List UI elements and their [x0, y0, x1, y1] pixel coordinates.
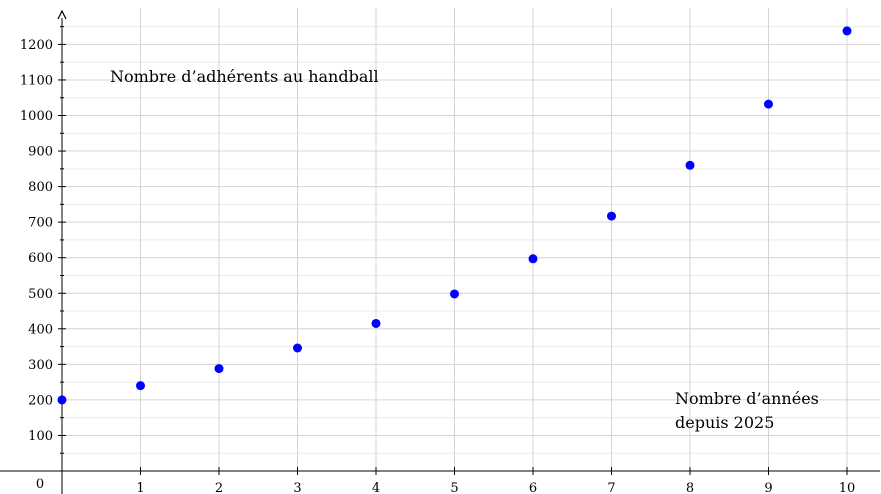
- data-point: [685, 160, 695, 170]
- y-tick-label: 300: [28, 358, 53, 373]
- origin-label: 0: [36, 477, 44, 492]
- minor-gridlines: [62, 26, 880, 454]
- data-point: [371, 318, 381, 328]
- data-point: [293, 343, 302, 353]
- data-point: [57, 395, 67, 405]
- y-tick-label: 800: [28, 180, 53, 195]
- x-tick-label: 7: [607, 481, 615, 494]
- annotation-line: Nombre d’années: [675, 389, 819, 408]
- data-point: [842, 26, 852, 36]
- data-point: [136, 381, 145, 391]
- y-tick-label: 1100: [20, 73, 53, 88]
- x-tick-label: 8: [686, 481, 694, 494]
- annotations: Nombre d’adhérents au handball Nombre d’a…: [110, 67, 819, 432]
- y-tick-label: 900: [28, 145, 53, 160]
- y-tick-label: 1000: [20, 109, 53, 124]
- tick-labels: 1002003004005006007008009001000110012001…: [20, 38, 855, 494]
- x-tick-label: 6: [529, 481, 537, 494]
- x-tick-label: 1: [136, 481, 144, 494]
- x-tick-label: 5: [450, 481, 458, 494]
- y-axis-annotation: Nombre d’adhérents au handball: [110, 67, 379, 86]
- x-tick-label: 10: [839, 481, 856, 494]
- y-tick-label: 500: [28, 287, 53, 302]
- annotation-line: depuis 2025: [675, 413, 774, 432]
- x-tick-label: 9: [764, 481, 772, 494]
- data-point: [528, 254, 538, 264]
- x-tick-label: 2: [215, 481, 223, 494]
- data-point: [214, 364, 224, 374]
- x-tick-label: 3: [293, 481, 301, 494]
- y-tick-label: 1200: [20, 38, 53, 53]
- y-tick-label: 600: [28, 251, 53, 266]
- y-axis-arrow-icon: [57, 9, 67, 20]
- x-tick-label: 4: [372, 481, 380, 494]
- annotation-line: Nombre d’adhérents au handball: [110, 67, 379, 86]
- y-tick-label: 100: [28, 429, 53, 444]
- data-point: [607, 211, 616, 221]
- data-points: [57, 26, 852, 405]
- data-point: [764, 99, 773, 109]
- y-tick-label: 400: [28, 322, 53, 337]
- x-axis-annotation: Nombre d’années depuis 2025: [675, 389, 819, 432]
- y-tick-label: 700: [28, 216, 53, 231]
- data-point: [450, 289, 459, 299]
- axis-ticks: [58, 26, 848, 475]
- major-gridlines: [62, 8, 880, 471]
- y-tick-label: 200: [28, 393, 53, 408]
